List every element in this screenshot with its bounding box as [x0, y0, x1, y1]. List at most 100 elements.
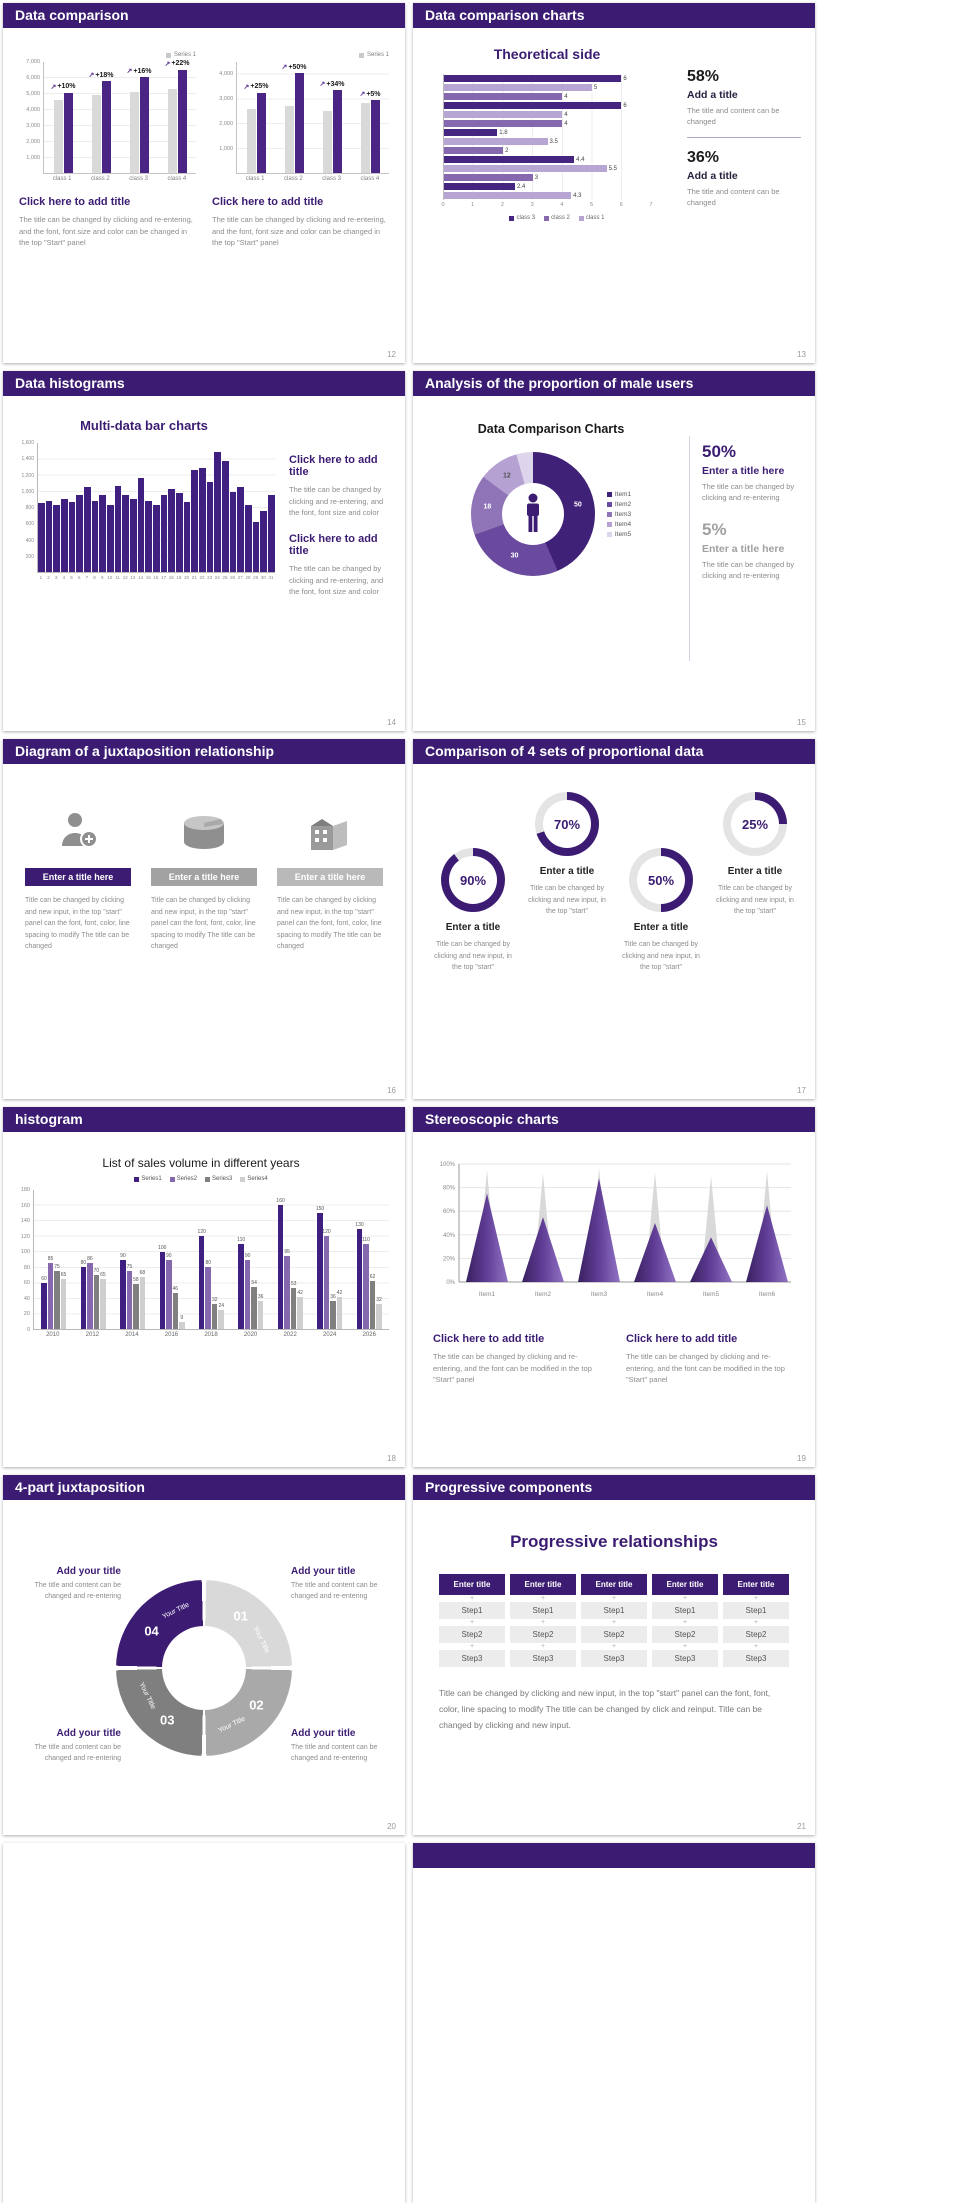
growth-value: +50% — [288, 63, 307, 71]
y-tick: 120 — [20, 1233, 30, 1240]
bar — [41, 1282, 47, 1329]
item-title-bar: Enter a title here — [277, 868, 383, 886]
item-columns: Enter a title here Title can be changed … — [3, 764, 405, 953]
slide-title: Data comparison — [15, 7, 129, 23]
step-box: Step3 — [581, 1650, 647, 1667]
step-box: Step2 — [652, 1626, 718, 1643]
value-label: 65 — [60, 1271, 67, 1278]
bar — [330, 1301, 336, 1329]
value-label: 3.5 — [549, 138, 558, 145]
block-title: Click here to add title — [289, 532, 378, 557]
y-tick: 1,400 — [21, 456, 34, 463]
bar-row: 4.4 — [444, 155, 651, 164]
y-tick: 4,000 — [219, 71, 233, 78]
front-cone — [690, 1237, 732, 1282]
bar — [284, 106, 294, 173]
plus-separator: + — [469, 1619, 475, 1626]
x-tick: class 2 — [284, 176, 303, 182]
slide-19-stereoscopic-charts[interactable]: Stereoscopic charts 100% 80% 60% 40% 20% 0% It… — [413, 1107, 815, 1467]
block-title: Add your title — [56, 1728, 121, 1739]
block-title: Click here to add title — [212, 196, 324, 208]
ring-block: 25% Enter a title Title can be changed b… — [711, 792, 799, 974]
x-tick: 14 — [138, 575, 144, 580]
bar — [444, 93, 563, 100]
x-tick: class 1 — [245, 176, 265, 182]
y-tick: 800 — [25, 505, 34, 511]
slide-16-juxtaposition-diagram[interactable]: Diagram of a juxtaposition relationship … — [3, 739, 405, 1099]
x-tick: 18 — [168, 575, 174, 580]
legend-swatch — [509, 215, 515, 221]
bar — [444, 156, 575, 163]
value-label: 150 — [315, 1206, 325, 1213]
front-cone — [578, 1178, 620, 1282]
ring-title: Enter a title — [727, 866, 783, 877]
slide-title-bar: Data comparison charts — [413, 3, 815, 28]
enter-title-button[interactable]: Enter title — [439, 1574, 505, 1595]
ring-percentage: 90% — [449, 856, 497, 904]
slide-21-progressive-components[interactable]: Progressive components Progressive relat… — [413, 1475, 815, 1835]
enter-title-button[interactable]: Enter title — [510, 1574, 576, 1595]
x-tick: 17 — [161, 575, 167, 580]
enter-title-button[interactable]: Enter title — [581, 1574, 647, 1595]
enter-title-button[interactable]: Enter title — [652, 1574, 718, 1595]
legend-label: Series2 — [176, 1176, 197, 1182]
item-body: Title can be changed by clicking and new… — [25, 897, 130, 951]
legend-item: Item5 — [606, 531, 631, 538]
bar — [444, 192, 572, 199]
plus-separator: + — [540, 1643, 546, 1650]
vertical-divider — [689, 436, 690, 661]
stat-body: The title and content can be changed — [687, 106, 780, 127]
bar — [238, 1244, 244, 1329]
bar — [177, 69, 187, 173]
slide-13-data-comparison-charts[interactable]: Data comparison charts Theoretical side … — [413, 3, 815, 363]
bar-wrap: 150 — [315, 1190, 325, 1329]
plot-area — [37, 443, 275, 573]
bar — [444, 75, 622, 82]
stat-percentage: 50% — [702, 442, 737, 461]
block-body: The title and content can be changed and… — [34, 1582, 121, 1600]
bar — [139, 1276, 146, 1329]
ring-chart: 50% — [629, 848, 693, 912]
bar — [317, 1213, 323, 1329]
bar — [444, 174, 533, 181]
slide-14-data-histograms[interactable]: Data histograms Multi-data bar charts 1,… — [3, 371, 405, 731]
slide-20-four-part-juxtaposition[interactable]: 4-part juxtaposition 01 Your Title 02 Your … — [3, 1475, 405, 1835]
stat-block: 58% Add a title The title and content ca… — [687, 68, 801, 128]
legend-item: Item2 — [606, 501, 631, 508]
stat-title: Enter a title here — [702, 465, 785, 477]
page-number: 15 — [797, 718, 806, 727]
y-tick: 4,000 — [26, 107, 40, 113]
step-box: Step3 — [652, 1650, 718, 1667]
bar-wrap: 86 — [87, 1190, 93, 1329]
value-label: 95 — [284, 1248, 290, 1255]
x-tick: 2018 — [204, 1332, 218, 1338]
bar-row: 4 — [444, 119, 651, 128]
slide-12-data-comparison[interactable]: Data comparison Series 1 7,000 6,000 5,000 4… — [3, 3, 405, 363]
bar — [159, 1251, 166, 1329]
bar — [363, 1244, 369, 1329]
y-tick: 100% — [440, 1162, 456, 1168]
legend-swatch — [578, 215, 584, 221]
legend-item: Item1 — [606, 491, 631, 498]
enter-title-button[interactable]: Enter title — [723, 1574, 789, 1595]
slide-15-male-users-proportion[interactable]: Analysis of the proportion of male users… — [413, 371, 815, 731]
y-tick: 1,000 — [21, 488, 34, 495]
bar — [444, 120, 563, 127]
bar — [168, 488, 176, 572]
segment-number: 03 — [160, 1712, 175, 1728]
bar — [172, 1293, 179, 1329]
y-tick: 140 — [20, 1218, 30, 1225]
bar — [114, 485, 122, 572]
bar — [176, 493, 183, 572]
slide-18-histogram[interactable]: histogram List of sales volume in differ… — [3, 1107, 405, 1467]
stats-section: 58% Add a title The title and content ca… — [671, 42, 803, 221]
bar — [91, 501, 99, 572]
bar — [332, 90, 342, 173]
legend-swatch — [544, 215, 550, 221]
value-label: 24 — [218, 1303, 224, 1310]
bar — [370, 100, 380, 173]
value-label: 80 — [205, 1260, 211, 1267]
bar-wrap: 90 — [245, 1190, 250, 1329]
slide-17-proportional-data[interactable]: Comparison of 4 sets of proportional dat… — [413, 739, 815, 1099]
bar-group: ↗ +25% — [243, 62, 269, 173]
